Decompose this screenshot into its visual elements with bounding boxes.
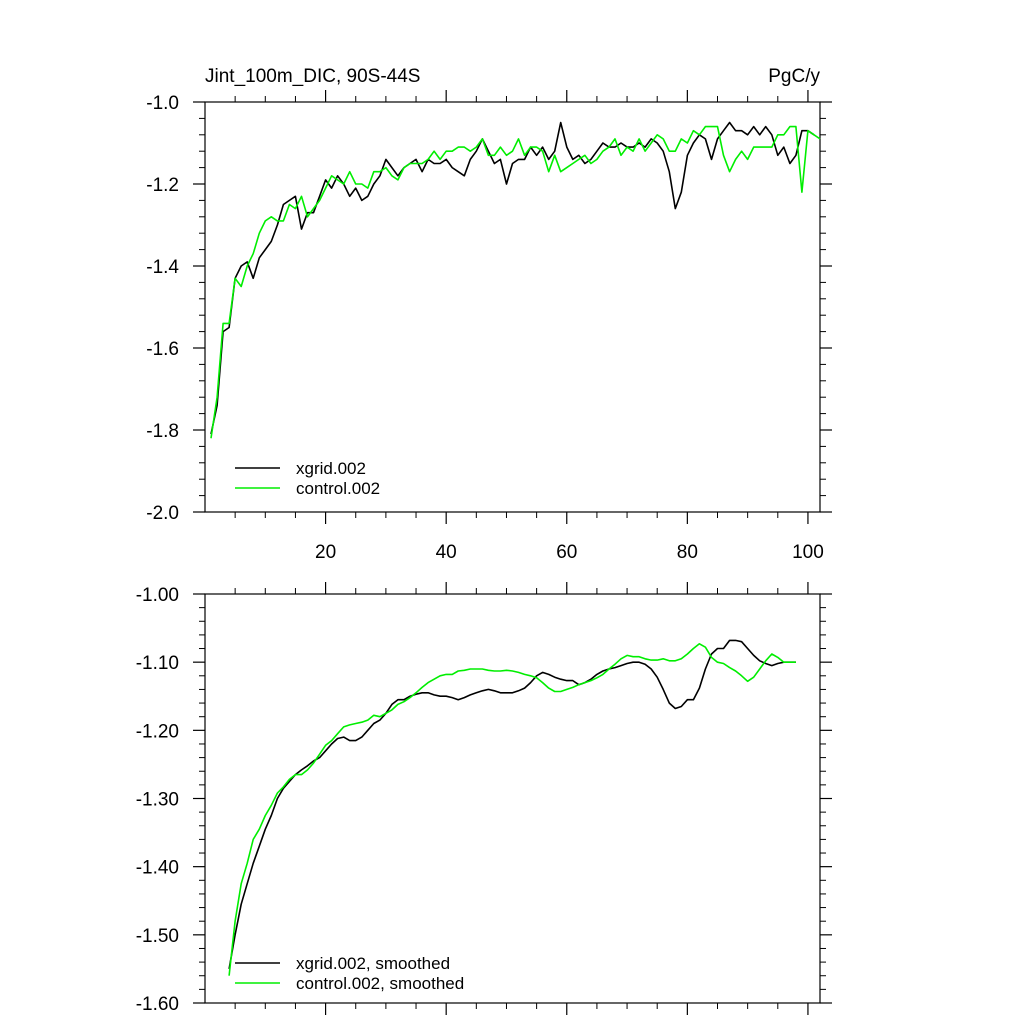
legend-label: xgrid.002: [296, 459, 366, 478]
legend-label: control.002, smoothed: [296, 974, 464, 993]
series-line-control: [228, 642, 796, 976]
plot-frame: [204, 101, 821, 513]
series-line-xgrid: [210, 121, 815, 435]
top-plot-panel: 20 40 60 80 100 -2.0 -1.8 -1.6 -1.4 -1.2 -1.0 xgrid…: [146, 90, 832, 563]
x-tick-label: 100: [792, 542, 824, 563]
y-tick-label: -1.8: [146, 421, 179, 442]
y-tick-label: -1.0: [146, 93, 179, 114]
series-line-control: [210, 125, 821, 439]
bottom-plot-panel: -1.60 -1.50 -1.40 -1.30 -1.20 -1.10 -1.00 xgrid…: [136, 582, 832, 1015]
y-tick-label: -1.50: [136, 926, 179, 947]
y-tick-label: -1.30: [136, 790, 179, 811]
plot-frame: [204, 593, 821, 1004]
series-line-xgrid: [228, 639, 796, 970]
y-tick-label: -1.60: [136, 994, 179, 1015]
y-tick-label: -1.10: [136, 653, 179, 674]
y-tick-label: -1.20: [136, 721, 179, 742]
legend-label: control.002: [296, 479, 380, 498]
legend-label: xgrid.002, smoothed: [296, 954, 450, 973]
x-tick-label: 80: [677, 542, 698, 563]
y-tick-label: -1.4: [146, 257, 179, 278]
y-tick-label: -1.00: [136, 585, 179, 606]
y-tick-label: -1.6: [146, 339, 179, 360]
x-tick-label: 40: [436, 542, 457, 563]
units-label: PgC/y: [768, 66, 820, 87]
y-tick-label: -2.0: [146, 503, 179, 524]
y-tick-label: -1.40: [136, 858, 179, 879]
x-tick-label: 60: [556, 542, 577, 563]
x-tick-label: 20: [315, 542, 336, 563]
chart-title: Jint_100m_DIC, 90S-44S: [205, 66, 420, 87]
y-tick-label: -1.2: [146, 175, 179, 196]
